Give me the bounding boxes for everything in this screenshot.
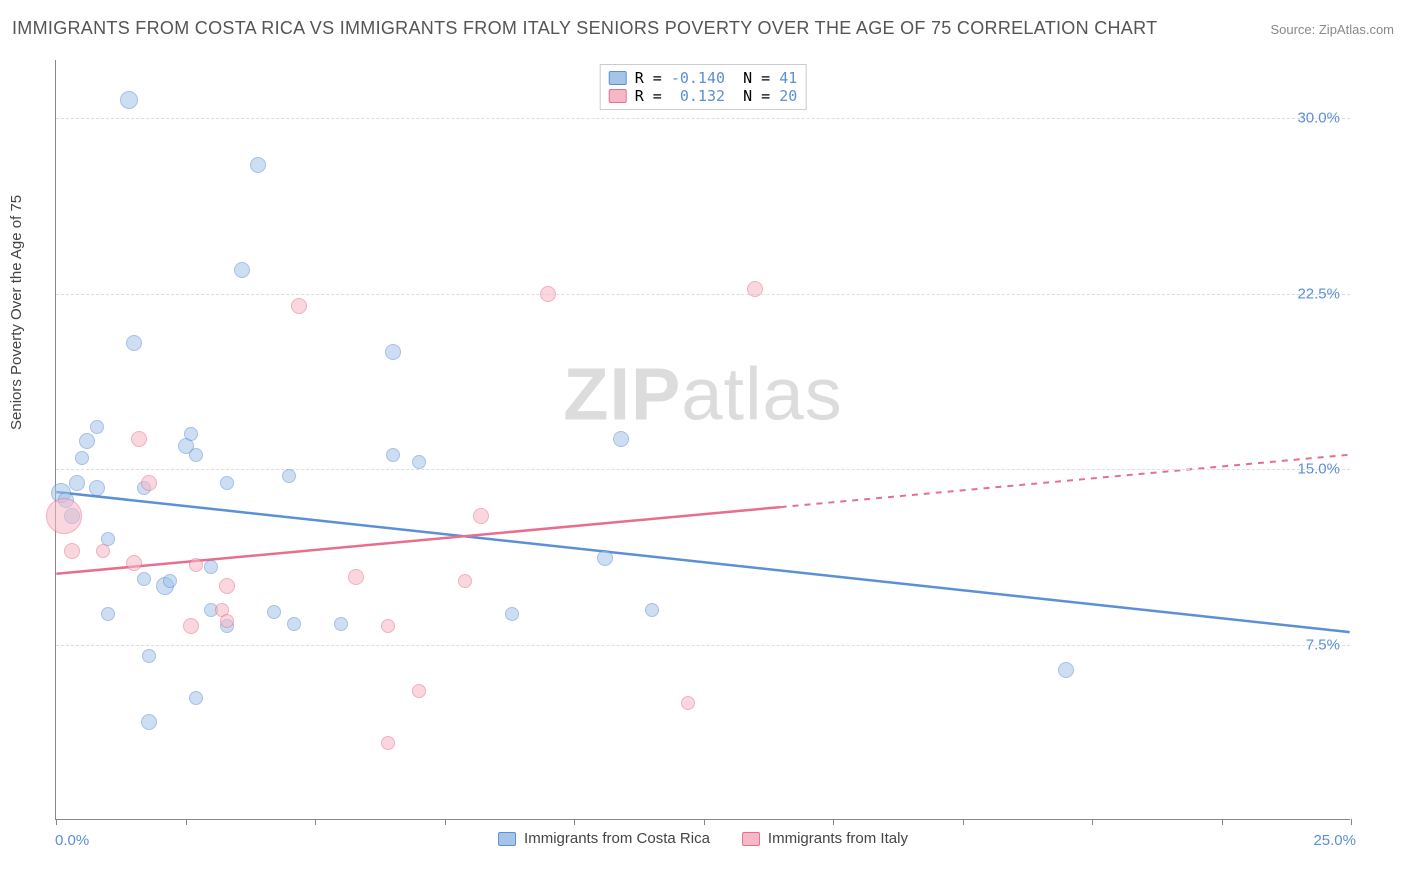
data-point: [64, 543, 80, 559]
x-tick: [1092, 819, 1093, 825]
x-tick: [445, 819, 446, 825]
legend-label-costa-rica: Immigrants from Costa Rica: [524, 830, 710, 847]
data-point: [79, 433, 95, 449]
data-point: [381, 619, 395, 633]
chart-title: IMMIGRANTS FROM COSTA RICA VS IMMIGRANTS…: [12, 18, 1157, 39]
data-point: [287, 617, 301, 631]
y-tick-label: 7.5%: [1306, 636, 1340, 653]
x-tick: [1351, 819, 1352, 825]
data-point: [540, 286, 556, 302]
x-axis-max-label: 25.0%: [1313, 832, 1356, 849]
x-tick: [1222, 819, 1223, 825]
y-tick-label: 30.0%: [1297, 110, 1340, 127]
data-point: [234, 262, 250, 278]
data-point: [334, 617, 348, 631]
data-point: [381, 736, 395, 750]
gridline-h: [56, 118, 1350, 119]
data-point: [385, 344, 401, 360]
r-value-a: -0.140: [671, 69, 725, 87]
data-point: [267, 605, 281, 619]
data-point: [89, 480, 105, 496]
chart-plot-area: ZIPatlas R = -0.140 N = 41 R = 0.132 N =…: [55, 60, 1350, 820]
data-point: [204, 560, 218, 574]
y-tick-label: 15.0%: [1297, 461, 1340, 478]
n-value-b: 20: [779, 87, 797, 105]
legend-swatch-italy: [609, 89, 627, 103]
data-point: [141, 714, 157, 730]
x-tick: [315, 819, 316, 825]
data-point: [163, 574, 177, 588]
x-tick: [963, 819, 964, 825]
data-point: [131, 431, 147, 447]
data-point: [126, 335, 142, 351]
x-tick: [186, 819, 187, 825]
data-point: [126, 555, 142, 571]
trendlines-layer: [56, 60, 1350, 819]
legend-label-italy: Immigrants from Italy: [768, 830, 908, 847]
data-point: [189, 448, 203, 462]
data-point: [348, 569, 364, 585]
data-point: [189, 691, 203, 705]
data-point: [90, 420, 104, 434]
data-point: [120, 91, 138, 109]
x-tick: [56, 819, 57, 825]
data-point: [75, 451, 89, 465]
gridline-h: [56, 469, 1350, 470]
data-point: [219, 578, 235, 594]
data-point: [250, 157, 266, 173]
legend-swatch-costa-rica: [609, 71, 627, 85]
data-point: [46, 498, 82, 534]
watermark: ZIPatlas: [563, 351, 842, 436]
data-point: [220, 614, 234, 628]
y-tick-label: 22.5%: [1297, 285, 1340, 302]
data-point: [505, 607, 519, 621]
data-point: [458, 574, 472, 588]
data-point: [282, 469, 296, 483]
data-point: [386, 448, 400, 462]
r-value-b: 0.132: [671, 87, 725, 105]
data-point: [189, 558, 203, 572]
data-point: [747, 281, 763, 297]
x-tick: [704, 819, 705, 825]
data-point: [101, 607, 115, 621]
data-point: [69, 475, 85, 491]
data-point: [96, 544, 110, 558]
data-point: [645, 603, 659, 617]
data-point: [473, 508, 489, 524]
y-axis-label: Seniors Poverty Over the Age of 75: [8, 195, 25, 430]
data-point: [142, 649, 156, 663]
data-point: [412, 455, 426, 469]
data-point: [613, 431, 629, 447]
x-axis-min-label: 0.0%: [55, 832, 89, 849]
gridline-h: [56, 645, 1350, 646]
correlation-legend: R = -0.140 N = 41 R = 0.132 N = 20: [600, 64, 807, 110]
legend-swatch-italy-icon: [742, 832, 760, 846]
n-value-a: 41: [779, 69, 797, 87]
legend-swatch-costa-rica-icon: [498, 832, 516, 846]
data-point: [183, 618, 199, 634]
data-point: [141, 475, 157, 491]
data-point: [291, 298, 307, 314]
x-tick: [574, 819, 575, 825]
data-point: [184, 427, 198, 441]
x-tick: [833, 819, 834, 825]
data-point: [597, 550, 613, 566]
data-point: [1058, 662, 1074, 678]
data-point: [412, 684, 426, 698]
source-attribution: Source: ZipAtlas.com: [1270, 22, 1394, 37]
data-point: [220, 476, 234, 490]
data-point: [137, 572, 151, 586]
series-legend: Immigrants from Costa Rica Immigrants fr…: [498, 830, 908, 847]
data-point: [681, 696, 695, 710]
gridline-h: [56, 294, 1350, 295]
